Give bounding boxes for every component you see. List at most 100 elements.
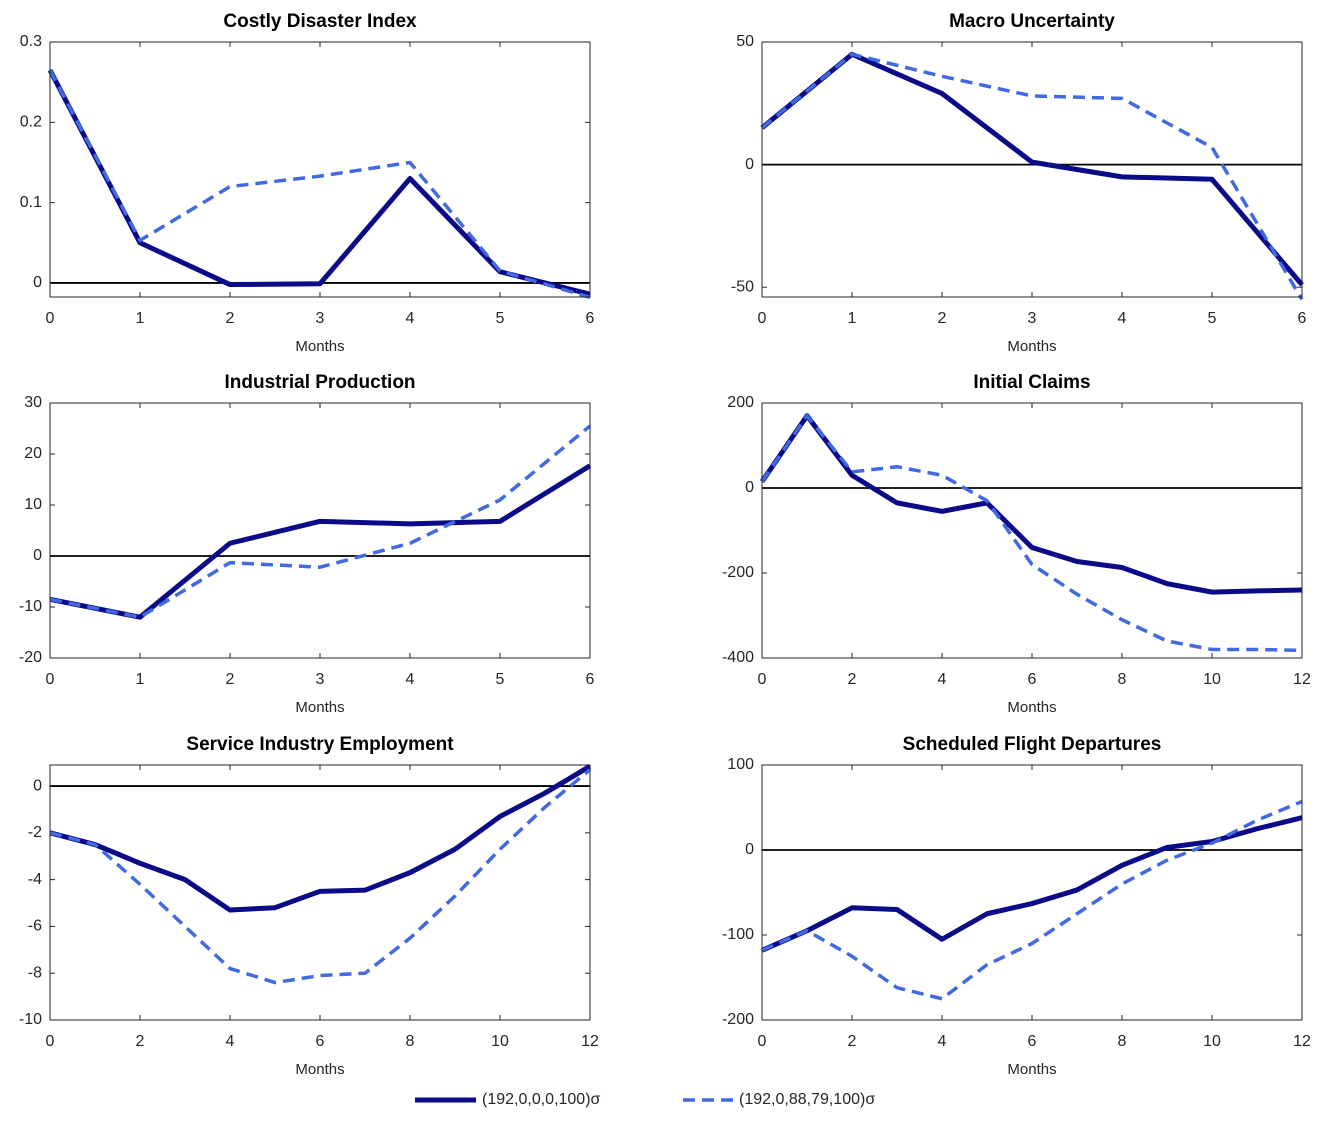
series-line — [760, 52, 1304, 301]
x-tick-label: 12 — [1293, 1033, 1311, 1050]
x-tick-label: 4 — [938, 1033, 947, 1050]
x-tick-label: 4 — [226, 1033, 235, 1050]
y-tick-label: 30 — [24, 394, 42, 411]
y-tick-label: 0 — [745, 841, 754, 858]
x-axis-label: Months — [295, 699, 344, 716]
y-tick-label: -4 — [28, 871, 42, 888]
chart-title: Costly Disaster Index — [223, 11, 417, 32]
y-tick-label: 0 — [33, 777, 42, 794]
series-line — [49, 424, 592, 619]
x-axis-label: Months — [1007, 338, 1056, 355]
y-tick-label: 0.3 — [20, 33, 42, 50]
axes-frame — [49, 41, 591, 298]
x-tick-label: 6 — [1298, 310, 1307, 327]
x-tick-label: 5 — [496, 671, 505, 688]
x-tick-label: 0 — [46, 1033, 55, 1050]
series-line — [760, 51, 1304, 287]
x-tick-label: 2 — [938, 310, 947, 327]
chart-title: Industrial Production — [224, 372, 415, 393]
x-tick-label: 2 — [848, 1033, 857, 1050]
x-tick-label: 3 — [316, 671, 325, 688]
chart-title: Scheduled Flight Departures — [903, 734, 1162, 755]
x-tick-label: 0 — [758, 310, 767, 327]
x-tick-label: 3 — [1028, 310, 1037, 327]
series-line — [49, 768, 592, 985]
y-tick-label: -8 — [28, 964, 42, 981]
y-tick-label: 50 — [736, 33, 754, 50]
x-tick-label: 2 — [226, 671, 235, 688]
legend-label: (192,0,0,0,100)σ — [482, 1091, 601, 1108]
series-line — [49, 463, 592, 620]
chart-title: Initial Claims — [973, 372, 1090, 393]
series-line — [761, 815, 1303, 953]
x-tick-label: 2 — [848, 671, 857, 688]
y-tick-label: -200 — [722, 564, 754, 581]
x-tick-label: 10 — [491, 1033, 509, 1050]
series-line — [759, 413, 1303, 595]
x-tick-label: 6 — [1028, 671, 1037, 688]
y-tick-label: -20 — [19, 649, 42, 666]
x-axis-label: Months — [1007, 699, 1056, 716]
x-tick-label: 2 — [226, 310, 235, 327]
x-tick-label: 0 — [46, 671, 55, 688]
x-tick-label: 4 — [406, 310, 415, 327]
x-tick-label: 8 — [1118, 1033, 1127, 1050]
axes-frame — [761, 41, 1303, 298]
x-tick-label: 6 — [1028, 1033, 1037, 1050]
y-tick-label: 0 — [745, 156, 754, 173]
y-tick-label: 10 — [24, 496, 42, 513]
x-tick-label: 0 — [758, 1033, 767, 1050]
x-tick-label: 6 — [316, 1033, 325, 1050]
y-tick-label: 100 — [727, 756, 754, 773]
y-tick-label: 0.1 — [20, 194, 42, 211]
y-tick-label: -10 — [19, 598, 42, 615]
x-tick-label: 2 — [136, 1033, 145, 1050]
x-tick-label: 1 — [136, 310, 145, 327]
x-tick-label: 12 — [581, 1033, 599, 1050]
x-tick-label: 6 — [586, 310, 595, 327]
x-tick-label: 4 — [1118, 310, 1127, 327]
y-tick-label: -10 — [19, 1011, 42, 1028]
axes-frame — [49, 764, 591, 1021]
x-tick-label: 8 — [406, 1033, 415, 1050]
x-tick-label: 5 — [496, 310, 505, 327]
series-line — [48, 69, 591, 300]
chart-title: Macro Uncertainty — [949, 11, 1115, 32]
series-line — [47, 68, 591, 297]
y-tick-label: -2 — [28, 824, 42, 841]
x-tick-label: 4 — [938, 671, 947, 688]
x-tick-label: 1 — [136, 671, 145, 688]
y-tick-label: -100 — [722, 926, 754, 943]
y-tick-label: -400 — [722, 649, 754, 666]
x-axis-label: Months — [295, 1061, 344, 1078]
x-axis-label: Months — [1007, 1061, 1056, 1078]
x-tick-label: 0 — [46, 310, 55, 327]
series-line — [49, 764, 592, 913]
y-tick-label: 0 — [745, 479, 754, 496]
x-tick-label: 6 — [586, 671, 595, 688]
x-tick-label: 4 — [406, 671, 415, 688]
axes-frame — [761, 764, 1303, 1021]
axes-frame — [49, 402, 591, 659]
y-tick-label: -200 — [722, 1011, 754, 1028]
y-tick-label: -6 — [28, 918, 42, 935]
legend-label: (192,0,88,79,100)σ — [739, 1091, 875, 1108]
x-tick-label: 10 — [1203, 671, 1221, 688]
series-line — [760, 414, 1303, 653]
x-tick-label: 3 — [316, 310, 325, 327]
x-tick-label: 12 — [1293, 671, 1311, 688]
chart-title: Service Industry Employment — [186, 734, 454, 755]
y-tick-label: 0.2 — [20, 114, 42, 131]
x-axis-label: Months — [295, 338, 344, 355]
x-tick-label: 8 — [1118, 671, 1127, 688]
x-tick-label: 0 — [758, 671, 767, 688]
y-tick-label: 0 — [33, 547, 42, 564]
series-line — [761, 799, 1303, 1001]
x-tick-label: 1 — [848, 310, 857, 327]
x-tick-label: 5 — [1208, 310, 1217, 327]
axes-frame — [761, 402, 1303, 659]
y-tick-label: -50 — [731, 278, 754, 295]
y-tick-label: 20 — [24, 445, 42, 462]
y-tick-label: 200 — [727, 394, 754, 411]
